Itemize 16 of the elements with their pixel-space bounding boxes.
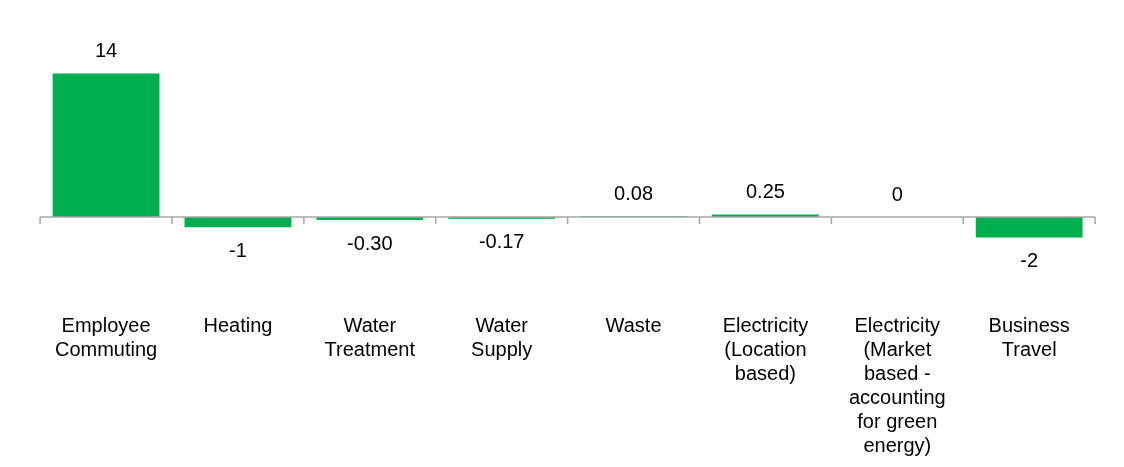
x-tick-label: Electricity (Location based) (722, 313, 809, 384)
data-label: 0 (891, 182, 903, 205)
x-tick-label: Water Supply (471, 313, 533, 360)
x-tick-label: Water Treatment (324, 313, 416, 360)
x-tick-label: Employee Commuting (54, 313, 158, 360)
data-label: -1 (229, 238, 247, 261)
x-tick-label: Waste (605, 313, 662, 336)
data-label: 0.08 (614, 181, 654, 204)
data-label: -2 (1020, 249, 1039, 272)
data-label: 14 (94, 39, 118, 62)
x-tick-label: Heating (203, 313, 273, 336)
data-label: 0.25 (745, 179, 785, 202)
data-label: -0.17 (478, 230, 525, 253)
x-tick-label: Electricity (Market based - accounting for green energy) (848, 313, 946, 456)
data-label: -0.30 (347, 231, 393, 254)
x-tick-label: Business Travel (988, 313, 1070, 360)
